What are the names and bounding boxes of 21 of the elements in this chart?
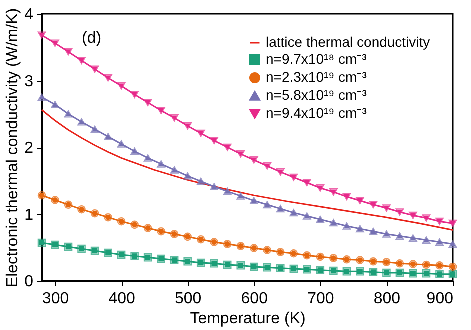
y-tick-label: 4: [24, 6, 34, 24]
x-tick-label: 600: [241, 290, 268, 308]
x-tick-label: 800: [374, 290, 401, 308]
legend-label: n=5.8x10¹⁹ cm⁻³: [266, 87, 368, 103]
y-tick-label: 2: [24, 140, 34, 157]
legend-label: lattice thermal conductivity: [266, 34, 430, 50]
y-tick-label: 0: [24, 274, 34, 290]
x-tick-label: 300: [42, 290, 70, 308]
y-axis-title: Electronic thermal conductivity (W/m/K): [4, 8, 22, 288]
x-tick-label: 700: [308, 290, 334, 308]
line-series: [41, 109, 454, 232]
annotation: (d): [82, 30, 102, 47]
legend-label: n=9.7x10¹⁸ cm⁻³: [266, 51, 368, 67]
y-tick-label: 3: [24, 73, 34, 90]
y-tick-label: 1: [24, 206, 34, 224]
legend-label: n=2.3x10¹⁹ cm⁻³: [266, 69, 368, 85]
x-tick-label: 900: [426, 290, 454, 308]
x-tick-label: 500: [174, 290, 202, 308]
x-axis-title: Temperature (K): [190, 310, 306, 328]
x-tick-label: 400: [108, 290, 136, 308]
legend-label: n=9.4x10¹⁹ cm⁻³: [266, 105, 368, 121]
